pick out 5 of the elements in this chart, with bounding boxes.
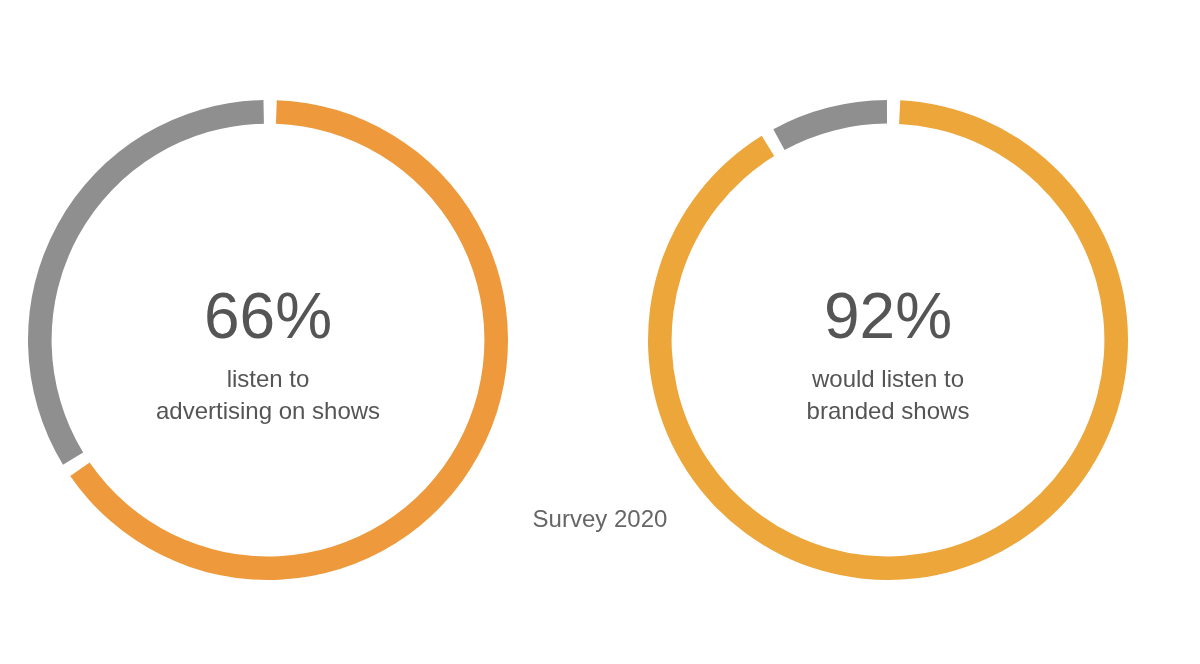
text: Survey 2020 <box>531 505 669 533</box>
text: would listen to branded shows <box>806 364 970 424</box>
data-label: 92% <box>823 279 953 352</box>
data-label: 66% <box>203 279 333 352</box>
text: listen to advertising on shows <box>155 364 381 424</box>
